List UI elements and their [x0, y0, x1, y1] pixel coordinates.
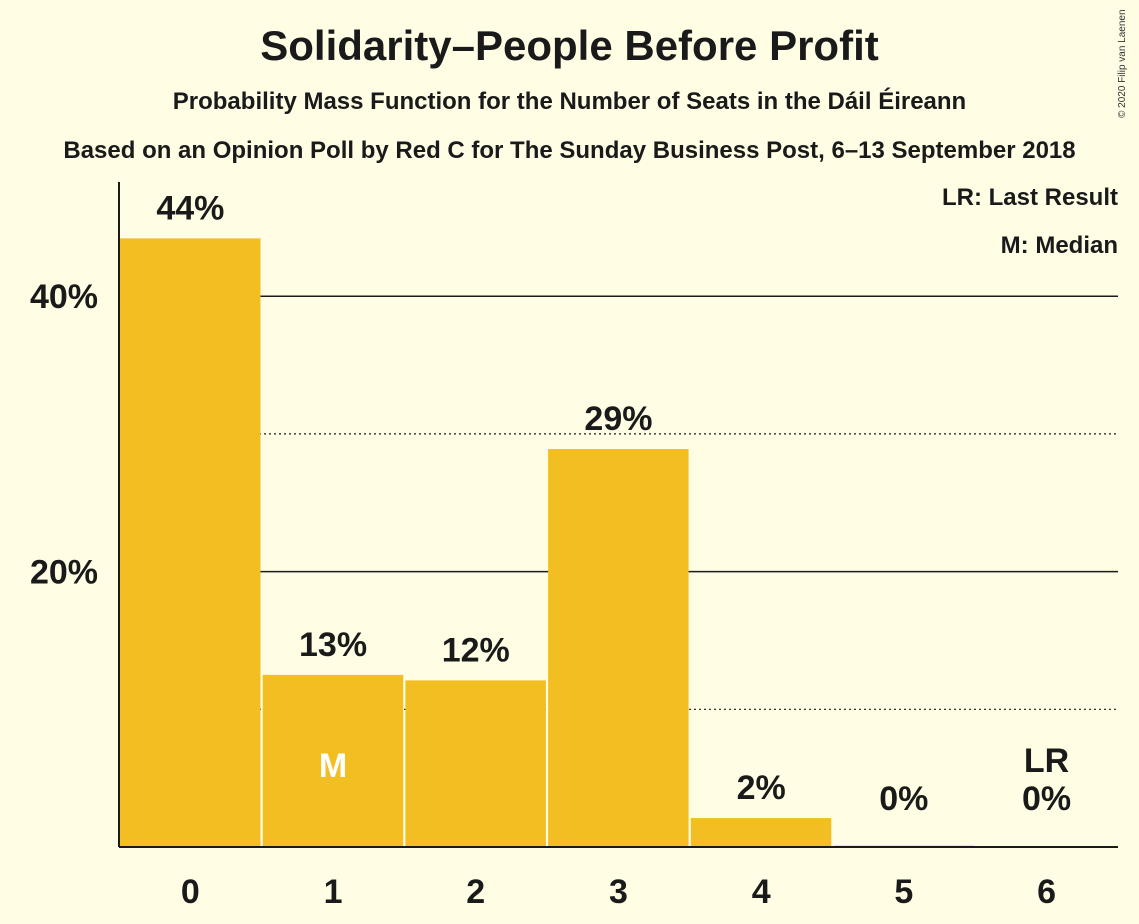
bar-4 [690, 818, 832, 847]
x-tick-label: 0 [181, 873, 200, 911]
value-label: 0% [1022, 780, 1071, 818]
chart-source: Based on an Opinion Poll by Red C for Th… [63, 137, 1076, 164]
value-label: 44% [156, 189, 224, 227]
x-tick-label: 5 [894, 873, 913, 911]
x-tick-label: 3 [609, 873, 628, 911]
x-tick-label: 6 [1037, 873, 1056, 911]
x-tick-label: 4 [752, 873, 771, 911]
bar-1 [262, 674, 404, 847]
value-label: 0% [879, 780, 928, 818]
x-tick-label: 1 [324, 873, 343, 911]
x-tick-label: 2 [466, 873, 485, 911]
legend-median: M: Median [1000, 232, 1118, 259]
value-label: 12% [442, 631, 510, 669]
chart-subtitle: Probability Mass Function for the Number… [172, 88, 967, 115]
value-label: 2% [737, 769, 786, 807]
y-tick-label: 40% [30, 278, 98, 316]
median-marker: M [319, 747, 347, 785]
value-label: 29% [584, 400, 652, 438]
value-label: 13% [299, 626, 367, 664]
bar-3 [548, 449, 689, 847]
legend-last-result: LR: Last Result [941, 184, 1118, 211]
y-tick-label: 20% [30, 554, 98, 592]
bar-2 [405, 680, 546, 847]
chart-title: Solidarity–People Before Profit [260, 22, 879, 69]
bar-0 [120, 238, 261, 848]
last-result-marker: LR [1024, 742, 1069, 780]
